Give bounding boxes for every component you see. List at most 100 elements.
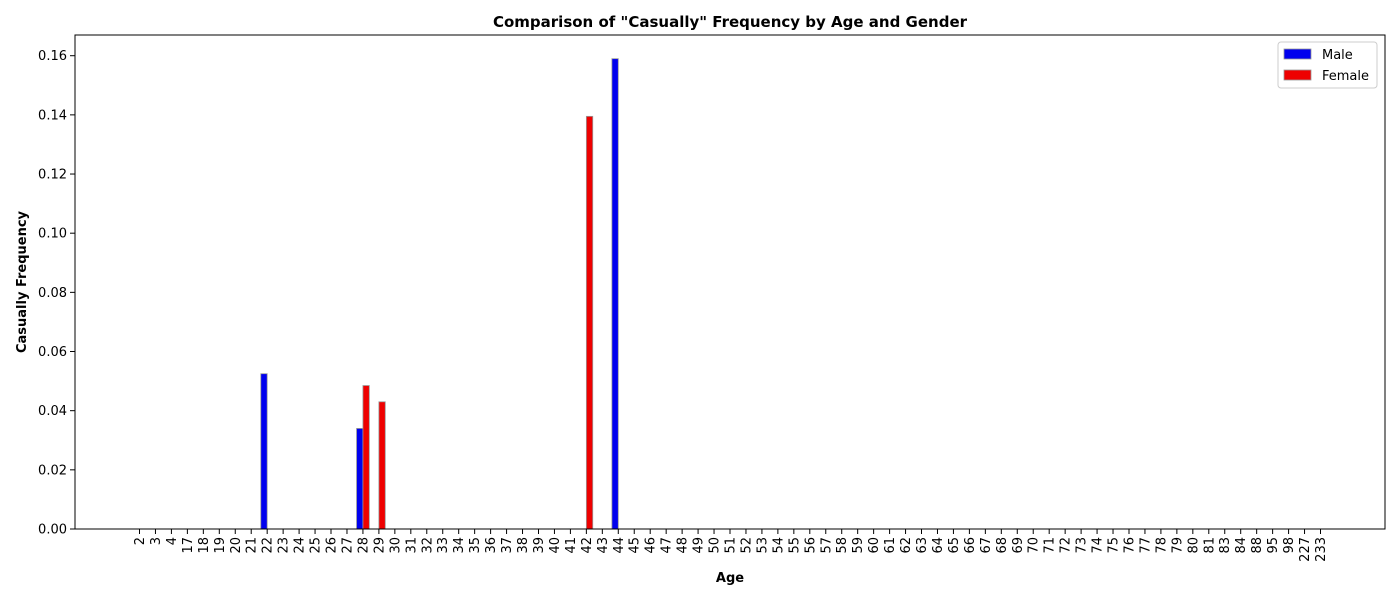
- x-tick-label: 24: [293, 537, 308, 554]
- x-tick-label: 57: [819, 537, 834, 554]
- x-tick-label: 32: [420, 537, 435, 554]
- bar-male-28: [356, 428, 364, 530]
- x-tick-label: 34: [452, 537, 467, 554]
- bar-female-29: [378, 401, 386, 530]
- x-tick-label: 76: [1122, 537, 1137, 554]
- x-tick-label: 88: [1250, 537, 1265, 554]
- x-tick-label: 19: [213, 537, 228, 554]
- x-tick-label: 56: [803, 537, 818, 554]
- x-tick-label: 80: [1186, 537, 1201, 554]
- x-tick-label: 21: [245, 537, 260, 554]
- x-tick-label: 48: [676, 537, 691, 554]
- x-tick-label: 55: [787, 537, 802, 554]
- x-tick-label: 65: [947, 537, 962, 554]
- x-tick-label: 36: [484, 537, 499, 554]
- x-tick-label: 83: [1218, 537, 1233, 554]
- x-tick-label: 68: [995, 537, 1010, 554]
- y-tick-label: 0.02: [38, 463, 67, 478]
- x-tick-label: 54: [771, 537, 786, 554]
- x-tick-label: 73: [1075, 537, 1090, 554]
- x-tick-label: 67: [979, 537, 994, 554]
- x-tick-label: 51: [724, 537, 739, 554]
- y-tick-label: 0.00: [38, 523, 67, 538]
- x-tick-label: 33: [436, 537, 451, 554]
- x-tick-label: 63: [915, 537, 930, 554]
- x-tick-label: 17: [181, 537, 196, 554]
- x-tick-label: 81: [1202, 537, 1217, 554]
- bar-female-42: [585, 115, 594, 530]
- plot-area: 0.000.020.040.060.080.100.120.140.162 3 4 1…: [38, 49, 1329, 562]
- x-tick-label: 26: [325, 537, 340, 554]
- x-tick-label: 53: [755, 537, 770, 554]
- x-tick-label: 4: [165, 537, 180, 545]
- legend: Male Female: [1277, 41, 1378, 89]
- x-tick-label: 75: [1107, 537, 1122, 554]
- y-axis-label: Casually Frequency: [15, 210, 30, 353]
- x-tick-label: 227: [1298, 537, 1313, 562]
- x-tick-label: 70: [1027, 537, 1042, 554]
- x-tick-label: 84: [1234, 537, 1249, 554]
- x-tick-label: 79: [1170, 537, 1185, 554]
- legend-swatch-female: [1283, 69, 1312, 81]
- x-tick-label: 39: [532, 537, 547, 554]
- x-tick-label: 69: [1011, 537, 1026, 554]
- x-tick-label: 38: [516, 537, 531, 554]
- x-tick-label: 30: [388, 537, 403, 554]
- x-tick-label: 59: [851, 537, 866, 554]
- chart-title: Comparison of "Casually" Frequency by Ag…: [493, 13, 968, 31]
- x-tick-label: 40: [548, 537, 563, 554]
- y-tick-label: 0.04: [38, 404, 67, 419]
- x-tick-label: 44: [612, 537, 627, 554]
- x-tick-label: 72: [1059, 537, 1074, 554]
- x-tick-label: 31: [404, 537, 419, 554]
- legend-label-female: Female: [1322, 69, 1369, 84]
- x-tick-label: 45: [628, 537, 643, 554]
- y-tick-label: 0.08: [38, 286, 67, 301]
- legend-label-male: Male: [1322, 48, 1353, 63]
- x-tick-label: 28: [356, 537, 371, 554]
- y-tick-label: 0.16: [38, 49, 67, 64]
- x-tick-label: 74: [1091, 537, 1106, 554]
- x-tick-label: 50: [708, 537, 723, 554]
- x-tick-label: 58: [835, 537, 850, 554]
- x-tick-label: 2: [133, 537, 148, 545]
- x-tick-label: 60: [867, 537, 882, 554]
- x-tick-label: 18: [197, 537, 212, 554]
- x-tick-label: 61: [883, 537, 898, 554]
- y-tick-label: 0.06: [38, 345, 67, 360]
- legend-swatch-male: [1283, 48, 1312, 60]
- y-tick-label: 0.12: [38, 168, 67, 183]
- x-tick-label: 98: [1282, 537, 1297, 554]
- bar-male-22: [260, 373, 268, 530]
- x-tick-label: 25: [309, 537, 324, 554]
- x-tick-label: 41: [564, 537, 579, 554]
- x-tick-label: 71: [1043, 537, 1058, 554]
- x-tick-label: 27: [340, 537, 355, 554]
- x-tick-label: 46: [644, 537, 659, 554]
- x-tick-label: 47: [660, 537, 675, 554]
- x-tick-label: 233: [1314, 537, 1329, 562]
- y-tick-label: 0.10: [38, 227, 67, 242]
- x-tick-label: 64: [931, 537, 946, 554]
- x-tick-label: 35: [468, 537, 483, 554]
- bar-female-28: [362, 385, 370, 530]
- x-tick-label: 20: [229, 537, 244, 554]
- x-tick-label: 95: [1266, 537, 1281, 554]
- x-tick-label: 49: [692, 537, 707, 554]
- x-tick-label: 78: [1154, 537, 1169, 554]
- x-tick-label: 62: [899, 537, 914, 554]
- y-tick-label: 0.14: [38, 108, 67, 123]
- x-axis-label: Age: [716, 571, 744, 586]
- x-tick-label: 3: [149, 537, 164, 545]
- x-tick-label: 22: [261, 537, 276, 554]
- x-tick-label: 42: [580, 537, 595, 554]
- x-tick-label: 43: [596, 537, 611, 554]
- plot-frame: [74, 34, 1386, 530]
- x-tick-label: 23: [277, 537, 292, 554]
- bar-male-44: [611, 58, 619, 530]
- x-tick-label: 66: [963, 537, 978, 554]
- x-tick-label: 77: [1138, 537, 1153, 554]
- x-tick-label: 52: [739, 537, 754, 554]
- x-tick-label: 29: [372, 537, 387, 554]
